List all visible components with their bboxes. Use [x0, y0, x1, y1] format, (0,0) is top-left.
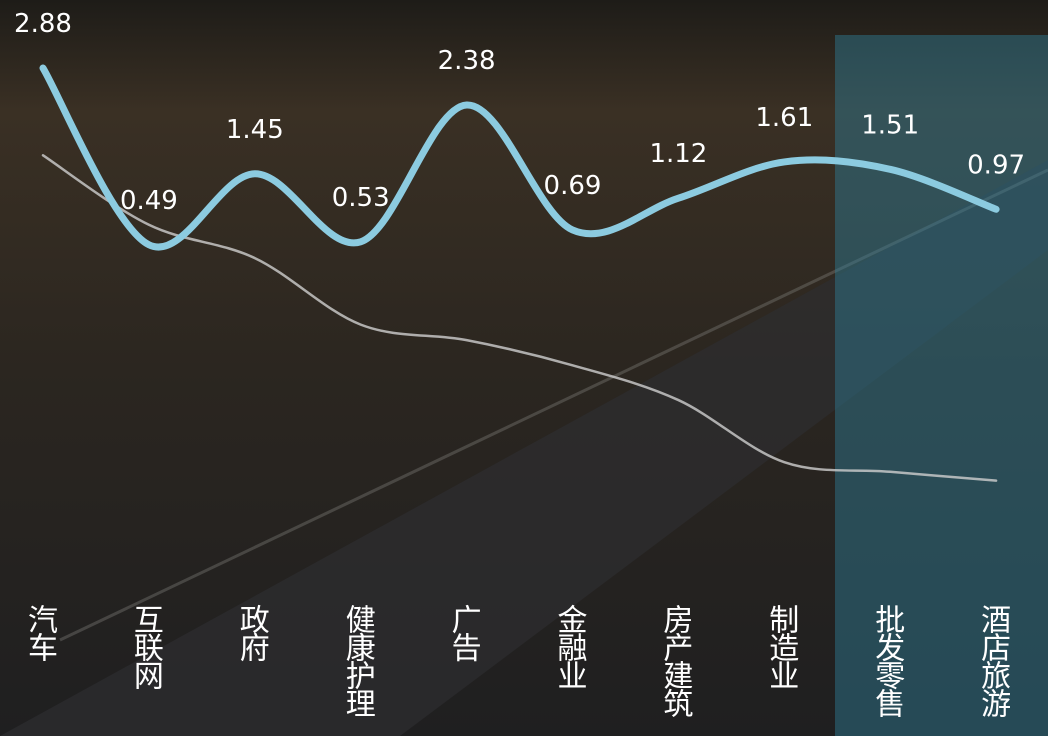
x-tick-label: 汽车	[22, 604, 57, 660]
x-tick-label: 广告	[445, 604, 481, 660]
x-tick-label: 健康护理	[339, 604, 375, 716]
road-line	[59, 168, 1048, 642]
x-tick-label: 互联网	[127, 604, 163, 688]
data-label: 0.69	[544, 171, 602, 201]
x-tick-label: 房产建筑	[657, 604, 693, 716]
data-label: 2.38	[438, 46, 496, 76]
data-label: 2.88	[14, 9, 72, 39]
x-tick-label: 批发零售	[869, 604, 905, 716]
x-tick-label: 金融业	[551, 604, 587, 688]
road	[0, 160, 1048, 736]
highlight-band	[835, 35, 1048, 736]
x-tick-label: 政府	[233, 604, 269, 660]
x-tick-label: 酒店旅游	[975, 604, 1011, 716]
series-line	[39, 64, 1000, 251]
data-label: 0.97	[967, 150, 1025, 180]
data-label: 1.61	[755, 103, 813, 133]
x-tick-label: 制造业	[763, 604, 799, 688]
data-label: 1.45	[226, 115, 284, 145]
data-label: 0.53	[332, 183, 390, 213]
data-label: 0.49	[120, 186, 178, 216]
data-label: 1.51	[861, 110, 919, 140]
series-line	[41, 154, 998, 482]
data-label: 1.12	[649, 139, 707, 169]
